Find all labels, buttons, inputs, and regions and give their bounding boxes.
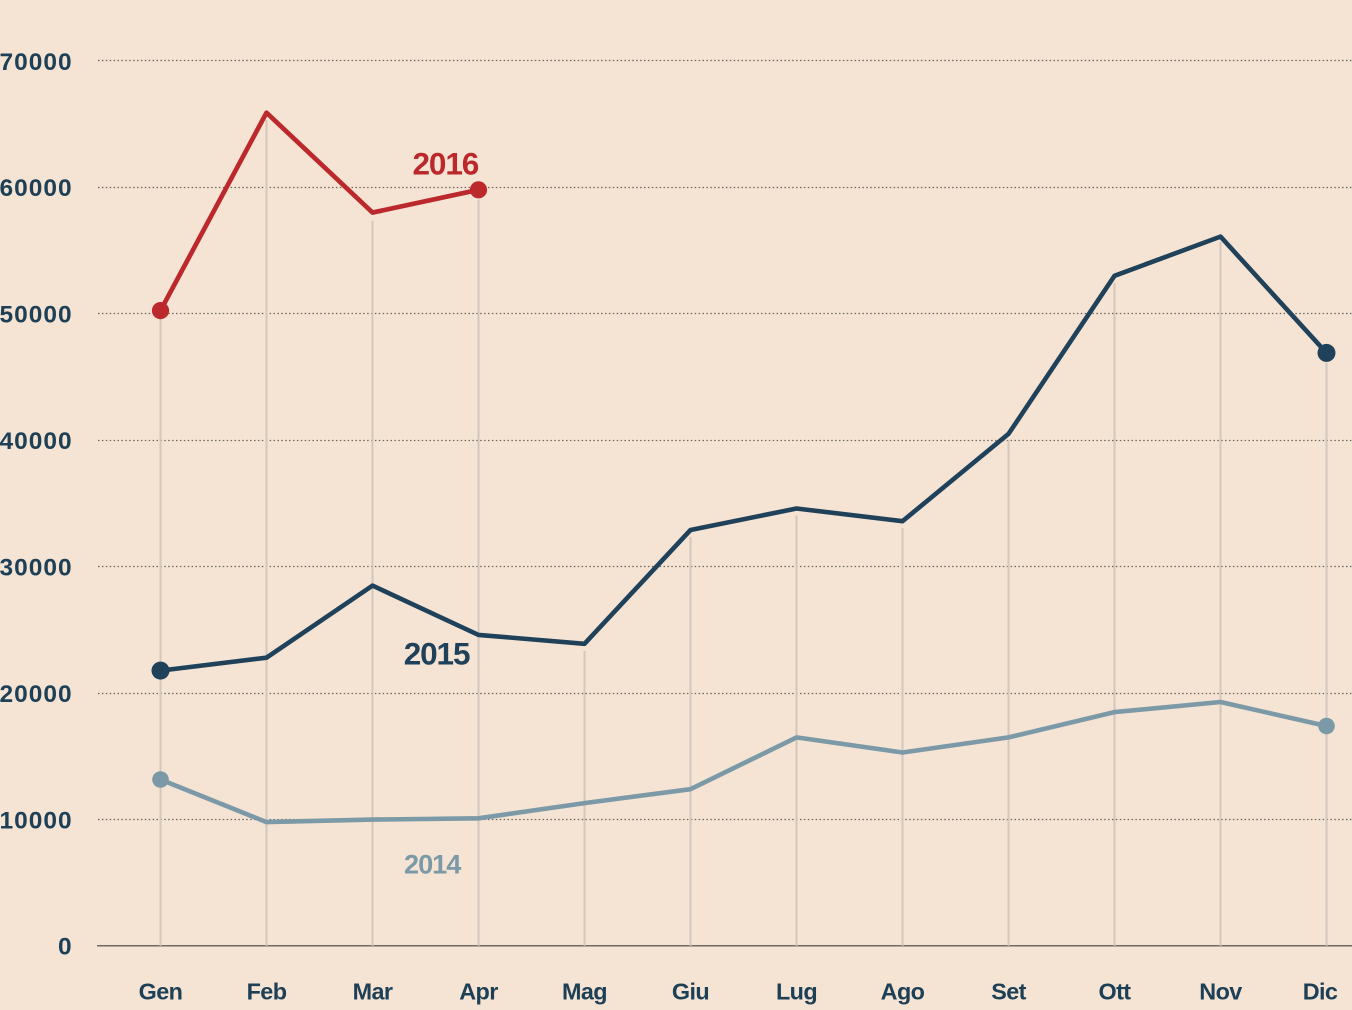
svg-text:2014: 2014 [404,848,461,879]
svg-text:10000: 10000 [0,808,73,835]
svg-text:Gen: Gen [139,979,183,1005]
svg-text:Dic: Dic [1303,979,1338,1005]
svg-text:30000: 30000 [0,555,73,582]
svg-text:Mag: Mag [562,979,607,1005]
svg-text:20000: 20000 [0,681,73,708]
svg-text:40000: 40000 [0,428,73,455]
svg-text:2016: 2016 [413,145,479,181]
svg-text:Giu: Giu [672,979,709,1005]
svg-text:Ago: Ago [881,979,925,1005]
svg-text:Lug: Lug [776,979,817,1005]
svg-text:Set: Set [991,979,1026,1005]
svg-text:Ott: Ott [1099,979,1132,1005]
svg-text:50000: 50000 [0,302,73,329]
svg-text:Apr: Apr [459,979,498,1005]
svg-text:Mar: Mar [353,979,393,1005]
svg-text:70000: 70000 [0,49,73,76]
svg-text:Nov: Nov [1199,979,1242,1005]
svg-text:0: 0 [58,934,73,961]
svg-text:Feb: Feb [247,979,287,1005]
svg-text:60000: 60000 [0,175,73,202]
svg-text:2015: 2015 [404,635,470,671]
